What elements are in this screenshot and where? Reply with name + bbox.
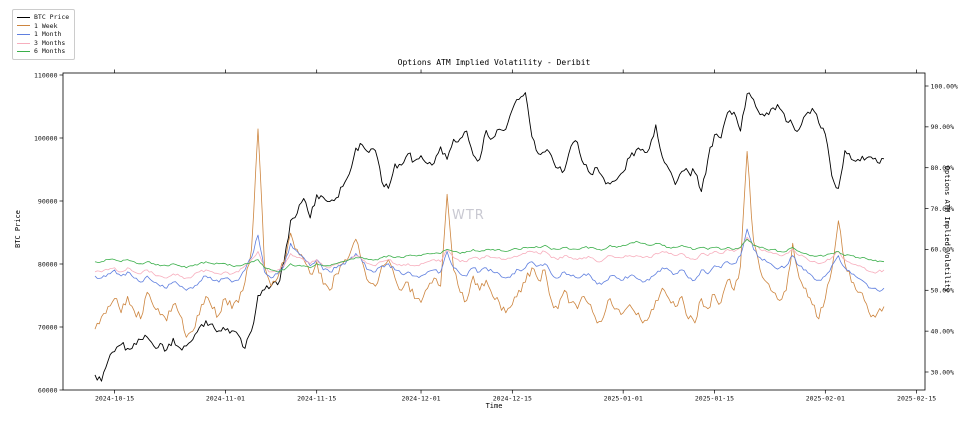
svg-text:90.00%: 90.00% xyxy=(931,123,955,131)
svg-text:2024-12-01: 2024-12-01 xyxy=(401,395,440,403)
svg-text:30.00%: 30.00% xyxy=(931,368,955,376)
legend-item: BTC Price xyxy=(17,13,69,22)
svg-text:2025-01-01: 2025-01-01 xyxy=(604,395,643,403)
legend-line-sample-btc xyxy=(17,16,30,18)
svg-text:40.00%: 40.00% xyxy=(931,327,955,335)
svg-text:2025-02-01: 2025-02-01 xyxy=(806,395,845,403)
legend-item: 6 Months xyxy=(17,47,69,56)
svg-text:2024-11-15: 2024-11-15 xyxy=(297,395,336,403)
svg-text:2024-10-15: 2024-10-15 xyxy=(95,395,134,403)
svg-text:100.00%: 100.00% xyxy=(931,82,958,90)
right-y-axis-label: Options ATM Implied Volatility xyxy=(943,165,951,293)
x-axis-label: Time xyxy=(485,402,503,410)
svg-text:80.00%: 80.00% xyxy=(931,164,955,172)
legend-label: BTC Price xyxy=(34,13,70,21)
legend-label: 6 Months xyxy=(34,47,66,56)
svg-text:60000: 60000 xyxy=(38,386,58,394)
chart-title: Options ATM Implied Volatility - Deribit xyxy=(397,58,591,67)
legend-line-sample-1-month xyxy=(17,33,30,35)
legend-label: 1 Month xyxy=(34,30,62,39)
svg-text:90000: 90000 xyxy=(38,197,58,205)
legend-item: 1 Month xyxy=(17,30,69,39)
svg-text:60.00%: 60.00% xyxy=(931,246,955,254)
left-y-axis-label: BTC Price xyxy=(14,210,22,248)
watermark: WTR xyxy=(452,208,485,223)
legend-label: 3 Months xyxy=(34,38,66,47)
svg-text:80000: 80000 xyxy=(38,260,58,268)
svg-text:70.00%: 70.00% xyxy=(931,205,955,213)
legend-item: 1 Week xyxy=(17,22,69,31)
legend-item: 3 Months xyxy=(17,39,69,48)
legend-label: 1 Week xyxy=(34,21,58,30)
legend: BTC Price 1 Week 1 Month 3 Months 6 Mont… xyxy=(12,9,76,60)
legend-line-sample-3-months xyxy=(17,42,30,44)
svg-text:50.00%: 50.00% xyxy=(931,287,955,295)
legend-line-sample-1-week xyxy=(17,25,30,27)
legend-line-sample-6-months xyxy=(17,51,30,53)
svg-text:100000: 100000 xyxy=(34,134,58,142)
svg-text:110000: 110000 xyxy=(34,71,58,79)
svg-text:2024-11-01: 2024-11-01 xyxy=(206,395,245,403)
svg-text:2025-01-15: 2025-01-15 xyxy=(695,395,734,403)
svg-text:2024-12-15: 2024-12-15 xyxy=(493,395,532,403)
svg-text:2025-02-15: 2025-02-15 xyxy=(897,395,936,403)
svg-text:70000: 70000 xyxy=(38,323,58,331)
